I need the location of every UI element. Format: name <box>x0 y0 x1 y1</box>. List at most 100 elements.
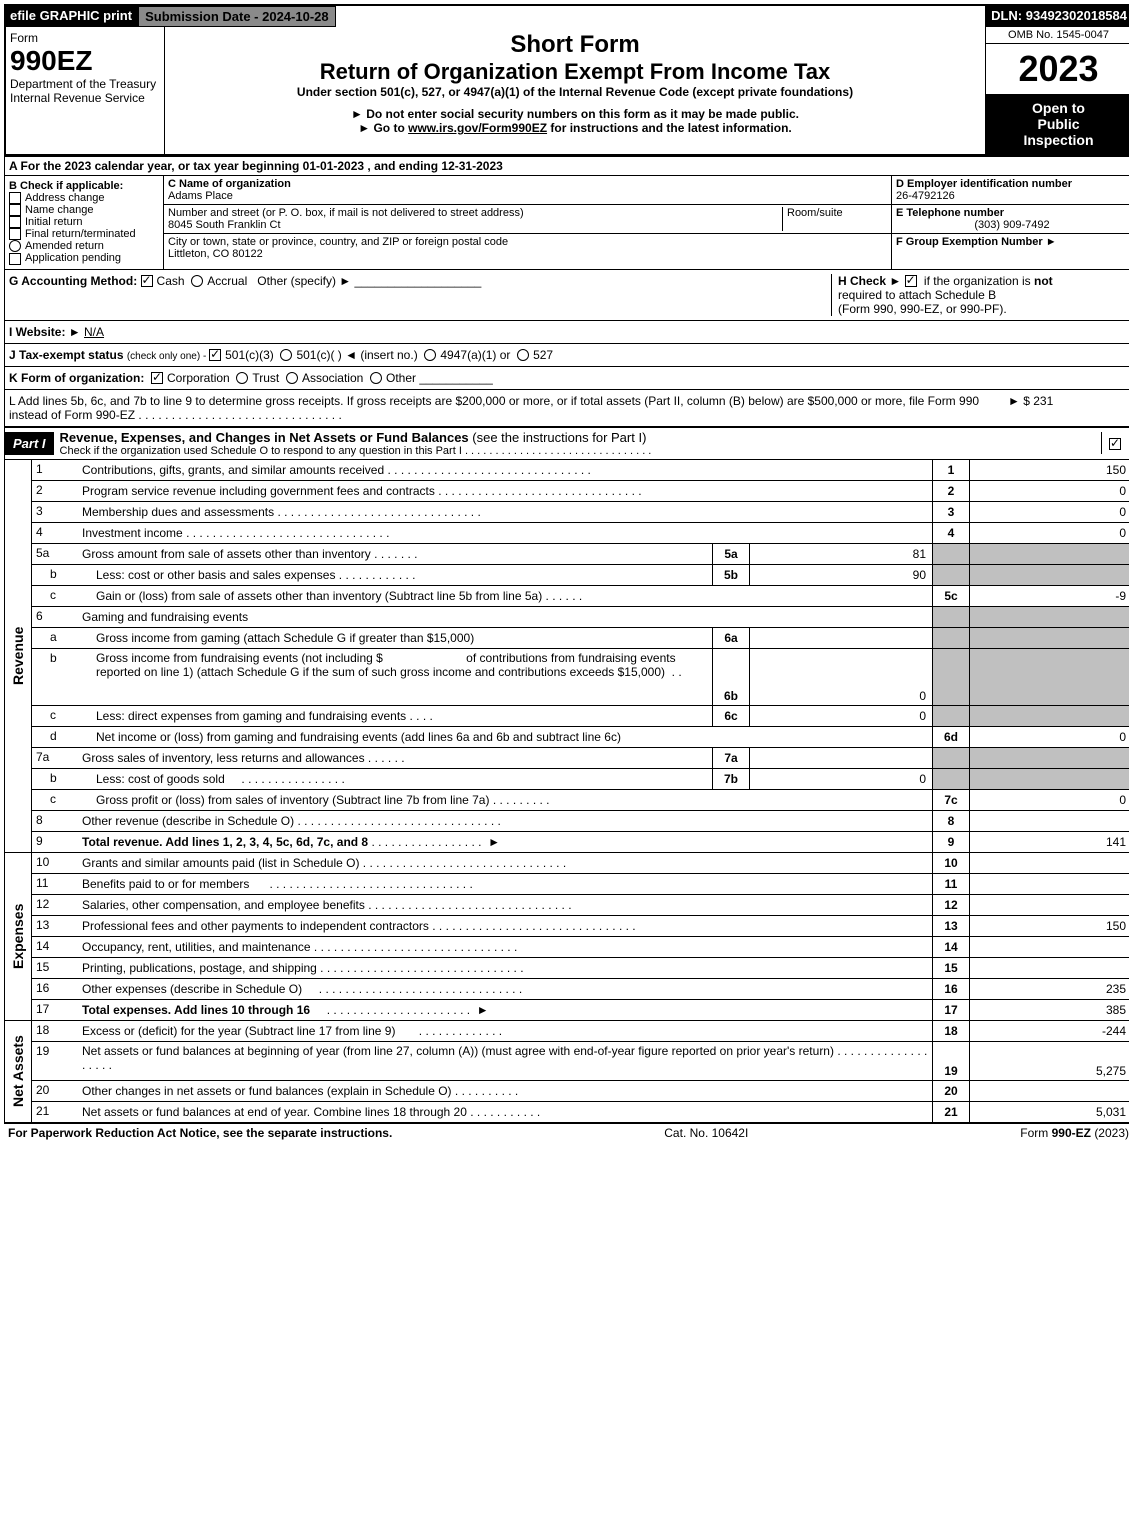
irs-link[interactable]: www.irs.gov/Form990EZ <box>408 121 547 135</box>
h-suffix: if the organization is <box>924 274 1034 288</box>
org-name-value: Adams Place <box>168 190 887 202</box>
line-10: 10 Grants and similar amounts paid (list… <box>32 853 1129 874</box>
l15-val <box>969 958 1129 978</box>
line-5a: 5a Gross amount from sale of assets othe… <box>32 544 1129 565</box>
l7c-val: 0 <box>969 790 1129 810</box>
line-7c: c Gross profit or (loss) from sales of i… <box>32 790 1129 811</box>
checkbox-corp[interactable] <box>151 372 163 384</box>
l5b-sub: 5b <box>712 565 749 585</box>
netassets-tab: Net Assets <box>5 1021 32 1122</box>
l21-num: 21 <box>32 1102 78 1122</box>
radio-assoc[interactable] <box>286 372 298 384</box>
l4-num: 4 <box>32 523 78 543</box>
l20-desc: Other changes in net assets or fund bala… <box>78 1081 932 1101</box>
checkbox-cash[interactable] <box>141 275 153 287</box>
l6d-num: d <box>32 727 92 747</box>
l5a-num: 5a <box>32 544 78 564</box>
radio-4947[interactable] <box>424 349 436 361</box>
l6c-num: c <box>32 706 92 726</box>
l6b-main-shaded <box>932 649 969 705</box>
l7b-main-shaded <box>932 769 969 789</box>
phone-label: E Telephone number <box>896 207 1128 219</box>
checkbox-name-change[interactable]: Name change <box>9 204 159 216</box>
l1-desc: Contributions, gifts, grants, and simila… <box>78 460 932 480</box>
city-label: City or town, state or province, country… <box>168 236 508 248</box>
row-l: L Add lines 5b, 6c, and 7b to line 9 to … <box>4 390 1129 427</box>
l5b-subval: 90 <box>749 565 932 585</box>
l6a-sub: 6a <box>712 628 749 648</box>
l1-val: 150 <box>969 460 1129 480</box>
l7b-sub: 7b <box>712 769 749 789</box>
checkbox-schedule-o[interactable] <box>1109 438 1121 450</box>
l4-main: 4 <box>932 523 969 543</box>
ein-row: D Employer identification number 26-4792… <box>892 176 1129 205</box>
l21-main: 21 <box>932 1102 969 1122</box>
l15-main: 15 <box>932 958 969 978</box>
line-20: 20 Other changes in net assets or fund b… <box>32 1081 1129 1102</box>
line-11: 11 Benefits paid to or for members 11 <box>32 874 1129 895</box>
l17-desc: Total expenses. Add lines 10 through 16 … <box>78 1000 932 1020</box>
note2-suffix: for instructions and the latest informat… <box>550 121 791 135</box>
l14-main: 14 <box>932 937 969 957</box>
line-15: 15 Printing, publications, postage, and … <box>32 958 1129 979</box>
cb-item-1: Name change <box>25 204 94 216</box>
row-j: J Tax-exempt status (check only one) - 5… <box>4 344 1129 367</box>
l6c-desc: Less: direct expenses from gaming and fu… <box>92 706 712 726</box>
checkbox-application-pending[interactable]: Application pending <box>9 252 159 264</box>
radio-527[interactable] <box>517 349 529 361</box>
l5c-num: c <box>32 586 92 606</box>
form-header: Form 990EZ Department of the Treasury In… <box>4 27 1129 156</box>
checkbox-initial-return[interactable]: Initial return <box>9 216 159 228</box>
l6a-subval <box>749 628 932 648</box>
checkbox-h[interactable] <box>905 275 917 287</box>
revenue-section: Revenue 1 Contributions, gifts, grants, … <box>4 460 1129 853</box>
dln: DLN: 93492302018584 <box>985 6 1129 27</box>
l3-desc: Membership dues and assessments <box>78 502 932 522</box>
netassets-section: Net Assets 18 Excess or (deficit) for th… <box>4 1021 1129 1123</box>
j-opt2: 501(c)( ) ◄ (insert no.) <box>296 348 417 362</box>
l16-num: 16 <box>32 979 78 999</box>
form-footer: For Paperwork Reduction Act Notice, see … <box>4 1123 1129 1142</box>
l6b-desc: Gross income from fundraising events (no… <box>92 649 712 705</box>
l6b-val-shaded <box>969 649 1129 705</box>
cb-item-4: Amended return <box>25 240 104 252</box>
line-21: 21 Net assets or fund balances at end of… <box>32 1102 1129 1122</box>
l21-val: 5,031 <box>969 1102 1129 1122</box>
row-g: G Accounting Method: Cash Accrual Other … <box>9 274 831 316</box>
l6c-val-shaded <box>969 706 1129 726</box>
radio-501c[interactable] <box>280 349 292 361</box>
short-form-title: Short Form <box>169 31 981 59</box>
group-label: F Group Exemption Number ► <box>896 236 1057 248</box>
line-7b: b Less: cost of goods sold . . . . . . .… <box>32 769 1129 790</box>
checkbox-501c3[interactable] <box>209 349 221 361</box>
footer-right-suffix: (2023) <box>1094 1126 1129 1140</box>
line-6c: c Less: direct expenses from gaming and … <box>32 706 1129 727</box>
cb-item-5: Application pending <box>25 252 121 264</box>
l7a-num: 7a <box>32 748 78 768</box>
radio-other[interactable] <box>370 372 382 384</box>
footer-right-prefix: Form <box>1020 1126 1051 1140</box>
l5b-num: b <box>32 565 92 585</box>
dept-treasury: Department of the Treasury <box>10 77 160 91</box>
l6b-subval: 0 <box>749 649 932 705</box>
part-i-title-text: Revenue, Expenses, and Changes in Net As… <box>60 430 473 445</box>
l7a-sub: 7a <box>712 748 749 768</box>
l6b-num: b <box>32 649 92 705</box>
l19-desc: Net assets or fund balances at beginning… <box>78 1042 932 1080</box>
l7a-desc: Gross sales of inventory, less returns a… <box>78 748 712 768</box>
checkbox-final-return[interactable]: Final return/terminated <box>9 228 159 240</box>
section-a-end: 12-31-2023 <box>441 159 502 173</box>
l1-num: 1 <box>32 460 78 480</box>
line-12: 12 Salaries, other compensation, and emp… <box>32 895 1129 916</box>
line-5c: c Gain or (loss) from sale of assets oth… <box>32 586 1129 607</box>
l5a-subval: 81 <box>749 544 932 564</box>
l6c-main-shaded <box>932 706 969 726</box>
checkbox-amended-return[interactable]: Amended return <box>9 240 159 252</box>
l8-desc: Other revenue (describe in Schedule O) <box>78 811 932 831</box>
j-opt1: 501(c)(3) <box>225 348 274 362</box>
l6-val-shaded <box>969 607 1129 627</box>
radio-trust[interactable] <box>236 372 248 384</box>
line-3: 3 Membership dues and assessments 3 0 <box>32 502 1129 523</box>
checkbox-address-change[interactable]: Address change <box>9 192 159 204</box>
radio-accrual[interactable] <box>191 275 203 287</box>
